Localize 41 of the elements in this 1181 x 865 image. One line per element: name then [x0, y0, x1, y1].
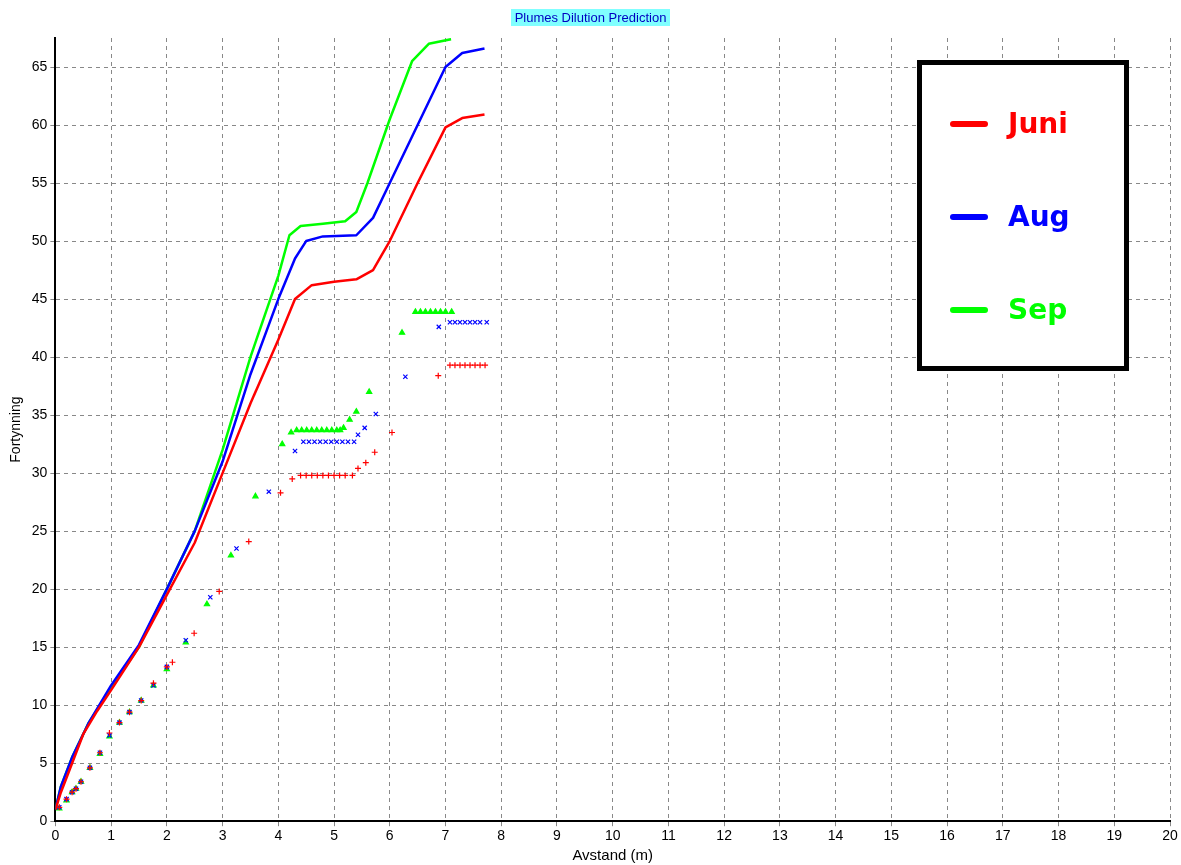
- x-tick-label: 2: [162, 827, 171, 844]
- y-tick-label: 0: [39, 812, 48, 829]
- y-tick-label: 5: [39, 754, 48, 771]
- x-tick-label: 10: [604, 827, 621, 844]
- y-tick-label: 60: [31, 115, 48, 132]
- x-tick-label: 18: [1050, 827, 1067, 844]
- y-tick-label: 40: [31, 347, 48, 364]
- x-axis-title: Avstand (m): [572, 846, 653, 864]
- y-axis-title: Fortynning: [7, 396, 24, 463]
- y-tick-label: 45: [31, 289, 48, 306]
- x-tick-label: 3: [218, 827, 227, 844]
- x-tick-label: 7: [441, 827, 450, 844]
- x-tick-label: 17: [995, 827, 1011, 844]
- x-tick-label: 9: [553, 827, 562, 844]
- y-tick-label: 55: [31, 173, 48, 190]
- y-tick-label: 10: [31, 696, 48, 713]
- legend-label: Sep: [1008, 293, 1068, 326]
- x-tick-label: 1: [107, 827, 116, 844]
- x-tick-label: 15: [883, 827, 900, 844]
- chart-title: Plumes Dilution Prediction: [510, 9, 671, 26]
- y-tick-label: 35: [31, 405, 48, 422]
- y-tick-label: 25: [31, 521, 48, 538]
- x-tick-label: 6: [385, 827, 394, 844]
- x-tick-label: 4: [274, 827, 283, 844]
- y-tick-label: 20: [31, 580, 48, 596]
- y-tick-label: 30: [31, 463, 48, 480]
- x-tick-label: 19: [1106, 827, 1123, 844]
- x-tick-label: 8: [497, 827, 506, 844]
- legend-label: Juni: [1008, 107, 1068, 140]
- x-tick-label: 13: [772, 827, 788, 844]
- x-tick-label: 20: [1162, 827, 1178, 844]
- y-tick-label: 15: [31, 638, 48, 655]
- x-tick-label: 11: [661, 827, 676, 844]
- x-tick-label: 16: [939, 827, 956, 844]
- x-tick-label: 14: [827, 827, 844, 844]
- x-tick-label: 5: [330, 827, 339, 844]
- x-tick-label: 0: [51, 827, 60, 844]
- y-tick-label: 65: [31, 57, 48, 74]
- y-tick-label: 50: [31, 231, 48, 248]
- x-tick-label: 12: [716, 827, 733, 844]
- legend-label: Aug: [1008, 200, 1070, 233]
